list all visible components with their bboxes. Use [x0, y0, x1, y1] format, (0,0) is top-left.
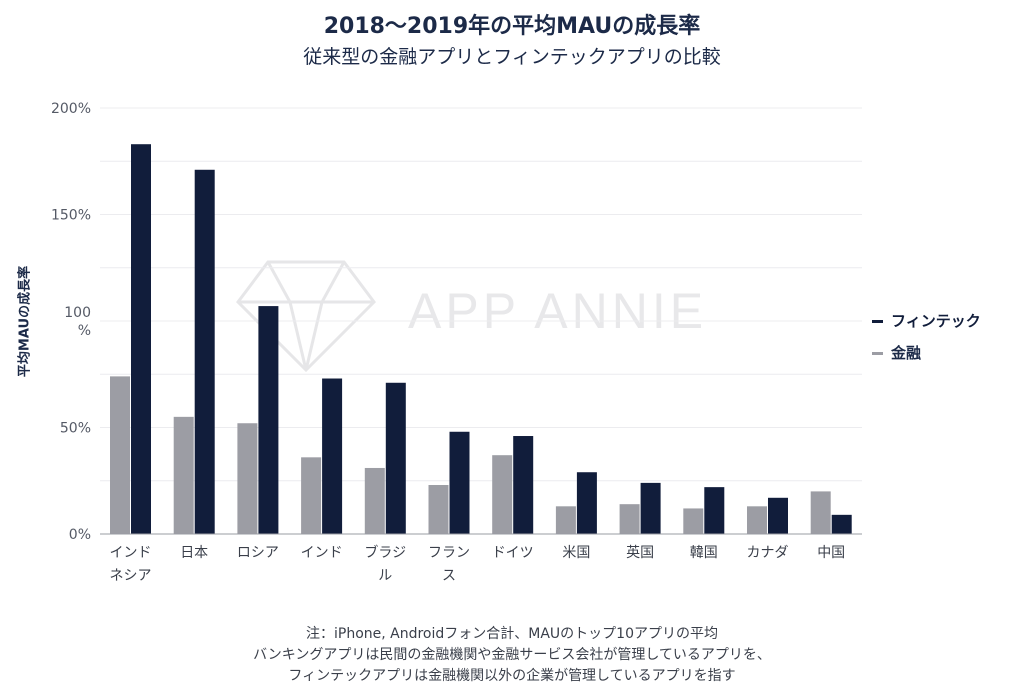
y-tick-label: 0%	[69, 527, 91, 543]
bar-finance	[237, 423, 258, 534]
bar-fintech	[258, 306, 279, 534]
bar-finance	[619, 504, 640, 534]
bar-finance	[110, 376, 130, 534]
y-tick-label: 200%	[51, 101, 91, 117]
bar-fintech	[513, 436, 534, 534]
chart-subtitle: 従来型の金融アプリとフィンテックアプリの比較	[303, 46, 721, 68]
x-tick-label: カナダ	[747, 545, 789, 561]
bars	[110, 144, 852, 534]
bar-finance	[810, 491, 831, 534]
x-tick-label: インド	[301, 545, 343, 561]
x-tick-label: 日本	[180, 545, 208, 561]
watermark-logo-icon	[236, 260, 376, 373]
legend-item-finance: 金融	[872, 342, 921, 363]
bar-finance	[492, 455, 513, 534]
legend-swatch-fintech	[872, 320, 883, 323]
legend-label-fintech: フィンテック	[891, 312, 981, 330]
bar-fintech	[704, 487, 725, 534]
x-tick-label: 韓国	[690, 545, 718, 561]
bar-finance	[555, 506, 576, 534]
bar-finance	[428, 485, 449, 534]
bar-fintech	[768, 497, 788, 534]
x-tick-label: ブラジル	[364, 544, 406, 584]
watermark-text: APP ANNIE	[408, 283, 708, 339]
bar-fintech	[640, 482, 661, 534]
x-tick-label: インドネシア	[110, 545, 152, 584]
legend-item-fintech: フィンテック	[872, 310, 981, 331]
bar-finance	[683, 508, 704, 534]
footnote-line-2: バンキングアプリは民間の金融機関や金融サービス会社が管理しているアプリを、	[253, 647, 771, 663]
bar-fintech	[194, 169, 215, 534]
bar-finance	[173, 416, 194, 534]
bar-fintech	[131, 144, 151, 534]
x-tick-label: フランス	[428, 545, 470, 584]
bar-finance	[747, 506, 767, 534]
gridlines	[100, 107, 862, 482]
legend-swatch-finance	[872, 352, 883, 355]
x-tick-label: ロシア	[237, 545, 279, 561]
y-tick-label: 50%	[60, 421, 91, 437]
bar-fintech	[385, 382, 406, 534]
x-tick-label: 米国	[562, 545, 590, 561]
y-axis-label: 平均MAUの成長率	[17, 265, 33, 378]
bar-finance	[364, 467, 385, 534]
footnote-line-3: フィンテックアプリは金融機関以外の企業が管理しているアプリを指す	[288, 668, 736, 684]
x-tick-label: 中国	[817, 545, 845, 561]
bar-fintech	[322, 378, 343, 534]
bar-fintech	[576, 472, 597, 534]
y-tick-label: 150%	[51, 208, 91, 224]
x-tick-label: ドイツ	[492, 545, 534, 561]
footnote-line-1: 注：iPhone, Androidフォン合計、MAUのトップ10アプリの平均	[305, 626, 718, 642]
y-tick-label: 100%	[64, 305, 91, 339]
legend-label-finance: 金融	[891, 344, 922, 362]
x-tick-label: 英国	[626, 544, 654, 561]
y-axis-ticks: 0% 50% 100 % 150% 200%	[51, 101, 91, 543]
bar-fintech	[831, 514, 852, 534]
bar-fintech	[449, 431, 470, 534]
bar-finance	[301, 457, 322, 534]
chart-title: 2018～2019年の平均MAUの成長率	[323, 14, 701, 39]
